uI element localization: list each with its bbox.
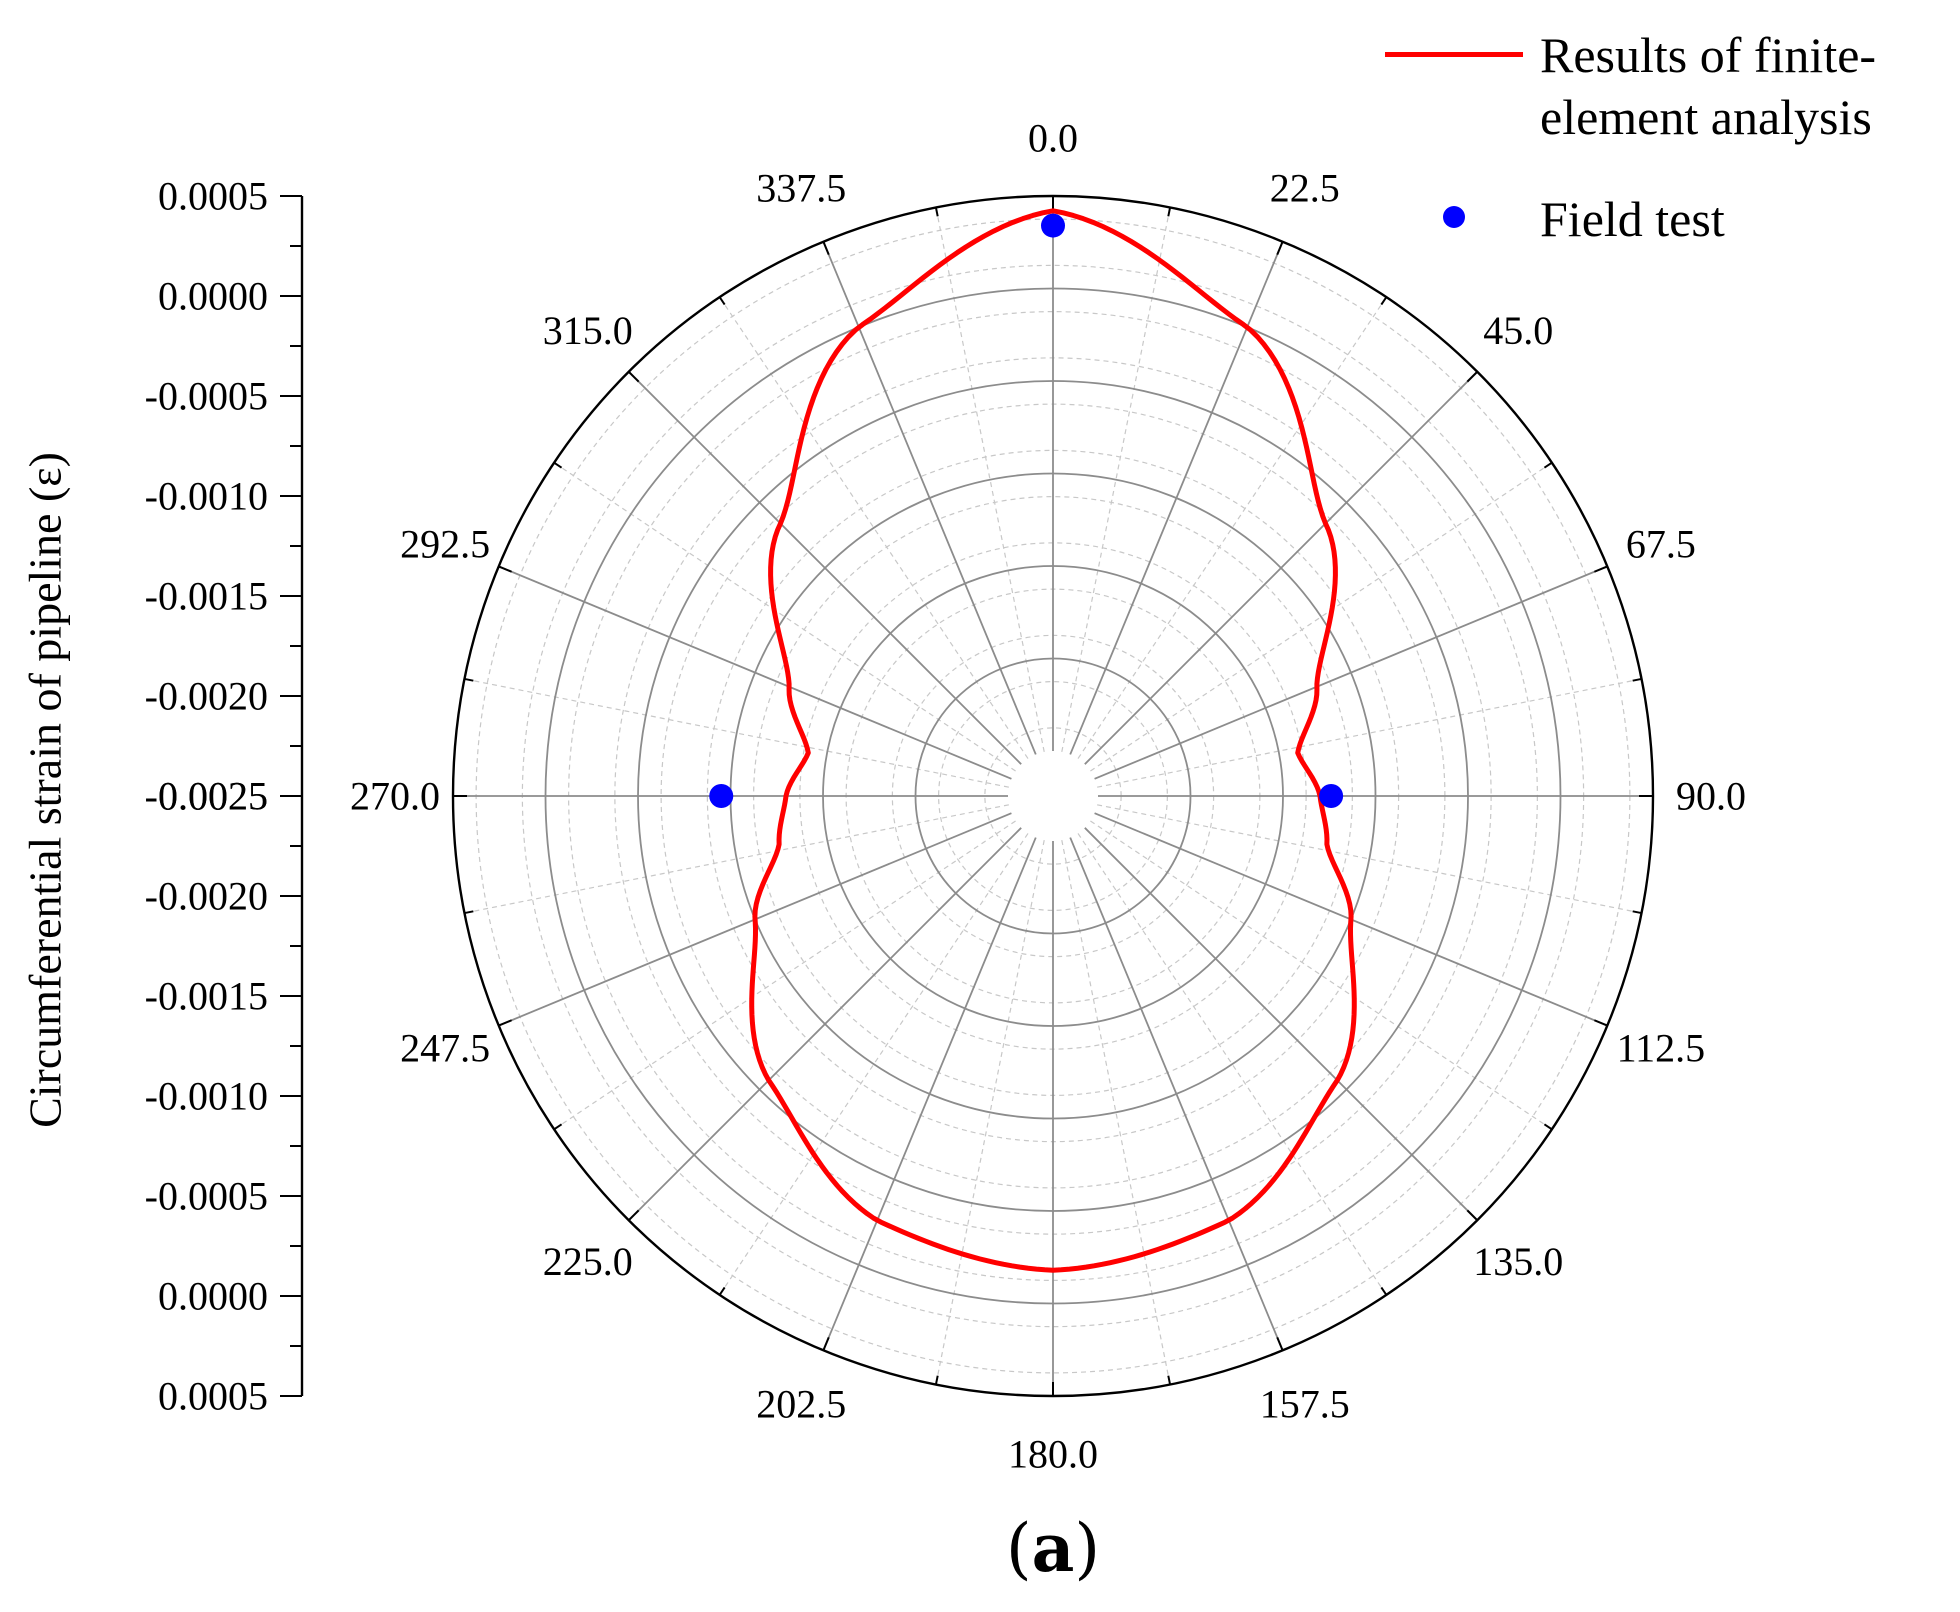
fe-analysis-curve [749, 208, 1357, 1273]
angle-tick-label: 315.0 [543, 308, 633, 353]
angle-tick-mark [553, 461, 563, 469]
radial-tick-label: -0.0025 [145, 774, 268, 819]
field-test-point [709, 784, 734, 808]
angle-tick-label: 67.5 [1626, 522, 1696, 567]
angle-tick-label: 90.0 [1676, 774, 1746, 819]
panel-label: (a) [1005, 1509, 1101, 1587]
angle-tick-label: 112.5 [1617, 1025, 1706, 1070]
radial-tick-label: 0.0005 [158, 174, 268, 219]
angle-tick-mark [628, 1209, 640, 1221]
angle-tick-mark [1167, 1375, 1172, 1385]
angle-tick-mark [718, 296, 726, 306]
angle-tick-label: 135.0 [1473, 1239, 1563, 1284]
angle-tick-mark [934, 207, 939, 217]
radial-tick-label: -0.0005 [145, 1174, 268, 1219]
angle-tick-label: 22.5 [1270, 166, 1340, 211]
radial-tick-label: 0.0000 [158, 1274, 268, 1319]
angle-tick-mark [628, 371, 640, 383]
angle-tick-mark [1632, 910, 1642, 915]
radial-tick-label: -0.0010 [145, 1074, 268, 1119]
radial-tick-label: -0.0010 [145, 474, 268, 519]
legend-line-swatch [1385, 52, 1523, 57]
major-grid-spoke [628, 371, 1022, 765]
angle-tick-label: 270.0 [350, 774, 440, 819]
angle-tick-label: 45.0 [1483, 308, 1553, 353]
angle-tick-label: 180.0 [1008, 1432, 1098, 1477]
angle-tick-mark [498, 565, 512, 573]
angle-tick-mark [498, 1019, 512, 1027]
angle-tick-mark [1594, 565, 1608, 573]
major-grid-spoke [1094, 565, 1608, 780]
legend-label-fe: Results of finite-element analysis [1540, 27, 1877, 145]
angle-tick-mark [1380, 296, 1388, 306]
angle-tick-mark [1543, 1123, 1553, 1131]
radial-tick-label: -0.0015 [145, 974, 268, 1019]
angle-tick-mark [1276, 1337, 1284, 1351]
angle-tick-mark [718, 1286, 726, 1296]
angle-tick-mark [822, 1337, 830, 1351]
angle-tick-mark [1632, 677, 1642, 682]
legend-marker-swatch [1443, 206, 1465, 228]
panel-letter: a [1031, 1509, 1075, 1587]
major-grid-spoke [1069, 837, 1284, 1351]
angle-tick-mark [1594, 1019, 1608, 1027]
angle-tick-mark [464, 910, 474, 915]
angle-tick-mark [464, 677, 474, 682]
radial-tick-label: -0.0025 [145, 774, 268, 819]
angle-tick-mark [822, 241, 830, 255]
angle-tick-label: 292.5 [400, 522, 490, 567]
field-test-point [1319, 784, 1344, 808]
angle-tick-mark [1543, 461, 1553, 469]
angle-tick-label: 0.0 [1028, 116, 1078, 161]
angle-tick-label: 202.5 [756, 1381, 846, 1426]
angle-tick-mark [553, 1123, 563, 1131]
field-test-point [1041, 213, 1065, 238]
radial-tick-label: -0.0020 [145, 674, 268, 719]
radial-tick-label: 0.0005 [158, 1374, 268, 1419]
angle-tick-mark [1167, 207, 1172, 217]
y-axis-label: Circumferential strain of pipeline (ε) [19, 452, 71, 1128]
legend-label-field: Field test [1540, 191, 1725, 247]
angle-tick-label: 247.5 [400, 1025, 490, 1070]
radial-tick-label: 0.0000 [158, 274, 268, 319]
major-grid-spoke [1084, 827, 1478, 1221]
angle-tick-mark [1466, 1209, 1478, 1221]
angle-tick-label: 225.0 [543, 1239, 633, 1284]
major-grid-spoke [498, 565, 1012, 780]
angle-tick-mark [1380, 1286, 1388, 1296]
major-grid-spoke [822, 837, 1037, 1351]
angle-tick-mark [1466, 371, 1478, 383]
radial-tick-label: -0.0015 [145, 574, 268, 619]
angle-tick-label: 157.5 [1260, 1381, 1350, 1426]
radial-tick-label: -0.0020 [145, 874, 268, 919]
major-grid-spoke [1084, 371, 1478, 765]
radial-tick-label: -0.0005 [145, 374, 268, 419]
angle-tick-mark [1276, 241, 1284, 255]
major-grid-spoke [628, 827, 1022, 1221]
angle-tick-label: 337.5 [756, 166, 846, 211]
angle-tick-mark [934, 1375, 939, 1385]
